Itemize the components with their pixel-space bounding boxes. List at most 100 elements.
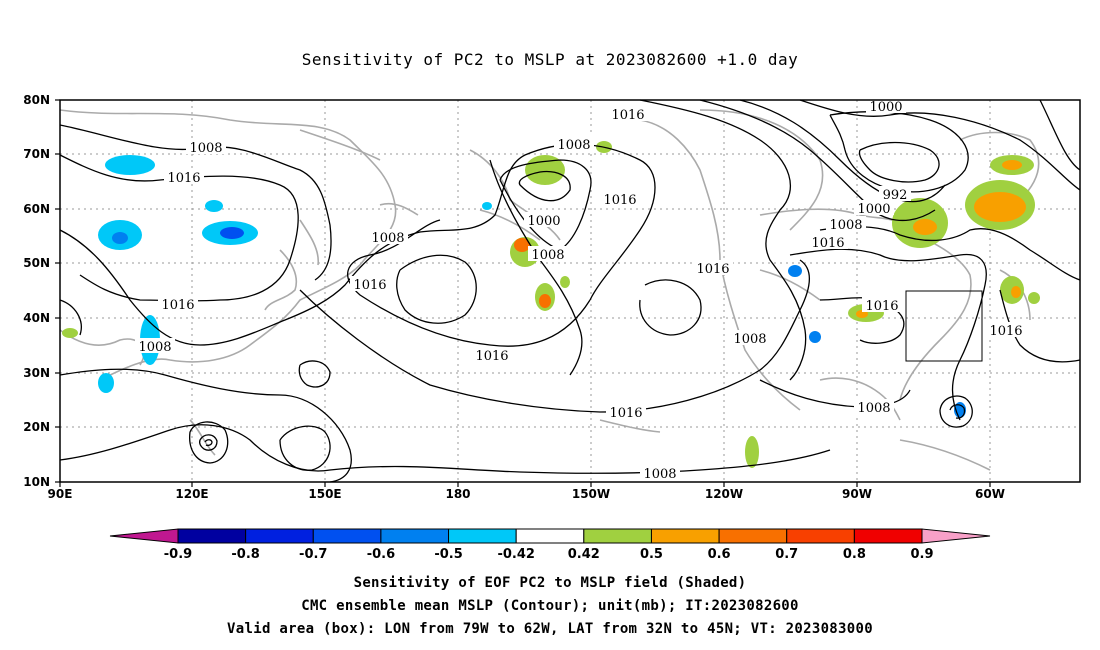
shade-orange-patch bbox=[974, 192, 1026, 222]
contour-label: 1008 bbox=[186, 139, 226, 156]
colorbar-cell bbox=[245, 528, 314, 544]
colorbar-label: 0.8 bbox=[843, 547, 866, 562]
colorbar-label: 0.42 bbox=[568, 547, 600, 562]
lat-label: 10N bbox=[23, 475, 50, 489]
contour-label-text: 1016 bbox=[603, 193, 636, 208]
contour-label: 1016 bbox=[164, 169, 204, 186]
contour-label-text: 1016 bbox=[696, 262, 729, 277]
contour-label: 1016 bbox=[808, 234, 848, 251]
contour-label-text: 1008 bbox=[371, 231, 404, 246]
lon-label: 150E bbox=[308, 487, 341, 501]
contour-label-text: 1016 bbox=[167, 171, 200, 186]
contour-label-text: 1016 bbox=[353, 278, 386, 293]
lon-label: 90W bbox=[842, 487, 872, 501]
contour-label: 1000 bbox=[524, 212, 564, 229]
colorbar-label: 0.6 bbox=[708, 547, 731, 562]
contour-label-text: 1000 bbox=[527, 214, 560, 229]
contour-label: 1016 bbox=[350, 276, 390, 293]
contour-label: 1008 bbox=[135, 338, 175, 355]
shade-green-patch bbox=[1028, 292, 1040, 304]
contour-label: 1016 bbox=[862, 297, 902, 314]
contour-label-text: 1016 bbox=[161, 298, 194, 313]
colorbar-cell bbox=[515, 528, 585, 544]
contour-label-text: 1016 bbox=[611, 108, 644, 123]
colorbar-cell bbox=[650, 528, 720, 544]
contour-label: 1016 bbox=[158, 296, 198, 313]
shade-blue-patch bbox=[98, 373, 114, 393]
shade-blue-patch bbox=[205, 200, 223, 212]
contour-label: 1008 bbox=[528, 246, 568, 263]
lon-label: 180 bbox=[445, 487, 470, 501]
plot-frame bbox=[59, 99, 1081, 483]
colorbar-label: -0.7 bbox=[299, 547, 327, 562]
shade-orange-patch bbox=[913, 219, 937, 235]
contour-label-text: 992 bbox=[883, 188, 908, 203]
lat-label: 20N bbox=[23, 420, 50, 434]
lat-label: 40N bbox=[23, 311, 50, 325]
contour-label: 1008 bbox=[368, 229, 408, 246]
lon-label: 150W bbox=[572, 487, 610, 501]
lat-label: 30N bbox=[23, 366, 50, 380]
contour-label: 1008 bbox=[640, 465, 680, 482]
contour-label: 1008 bbox=[826, 216, 866, 233]
colorbar-cell bbox=[853, 528, 923, 544]
caption-valid-area: Valid area (box): LON from 79W to 62W, L… bbox=[227, 621, 873, 637]
sensitivity-shading bbox=[62, 141, 1040, 468]
contour-label-text: 1000 bbox=[857, 202, 890, 217]
contour-label-text: 1008 bbox=[643, 467, 676, 482]
colorbar-cell bbox=[583, 528, 652, 544]
shade-blue-patch bbox=[220, 227, 244, 239]
colorbar-label: -0.8 bbox=[231, 547, 259, 562]
colorbar-cell bbox=[177, 528, 247, 544]
contour-label-text: 1000 bbox=[869, 100, 902, 115]
contour-label: 1016 bbox=[608, 106, 648, 123]
contour-label-text: 1016 bbox=[865, 299, 898, 314]
colorbar-label: -0.6 bbox=[367, 547, 395, 562]
contour-label-text: 1008 bbox=[138, 340, 171, 355]
shade-orange-patch bbox=[1002, 160, 1022, 170]
valid-area-box bbox=[905, 290, 983, 362]
contour-label-text: 1008 bbox=[733, 332, 766, 347]
contour-label: 1000 bbox=[854, 200, 894, 217]
colorbar-label: -0.5 bbox=[434, 547, 462, 562]
latitude-labels: 80N 70N 60N 50N 40N 30N 20N 10N bbox=[23, 93, 50, 489]
shade-orange-patch bbox=[514, 238, 530, 252]
shade-blue-patch bbox=[788, 265, 802, 277]
caption-shading: Sensitivity of EOF PC2 to MSLP field (Sh… bbox=[353, 575, 747, 591]
contour-label: 1008 bbox=[554, 136, 594, 153]
contour-label: 1016 bbox=[693, 260, 733, 277]
colorbar-label: -0.9 bbox=[164, 547, 192, 562]
contour-label-text: 1016 bbox=[475, 349, 508, 364]
shade-blue-patch bbox=[112, 232, 128, 244]
contour-label-text: 1008 bbox=[557, 138, 590, 153]
contour-label-text: 1008 bbox=[829, 218, 862, 233]
colorbar-label: 0.7 bbox=[775, 547, 798, 562]
lon-label: 90E bbox=[48, 487, 73, 501]
longitude-labels: 90E 120E 150E 180 150W 120W 90W 60W bbox=[48, 487, 1005, 501]
colorbar-label: -0.42 bbox=[497, 547, 534, 562]
colorbar-cell bbox=[380, 528, 450, 544]
lat-label: 60N bbox=[23, 202, 50, 216]
lon-label: 120E bbox=[175, 487, 208, 501]
colorbar-label: 0.5 bbox=[640, 547, 663, 562]
map-title: Sensitivity of PC2 to MSLP at 2023082600… bbox=[301, 50, 799, 69]
contour-label-text: 1008 bbox=[857, 401, 890, 416]
shade-green-patch bbox=[560, 276, 570, 288]
lat-label: 70N bbox=[23, 147, 50, 161]
shade-green-patch bbox=[745, 436, 759, 468]
contour-label-text: 1008 bbox=[531, 248, 564, 263]
contour-label: 1000 bbox=[866, 98, 906, 115]
colorbar-high-arrow bbox=[921, 528, 991, 544]
contour-label-text: 1016 bbox=[609, 406, 642, 421]
grid-lines bbox=[60, 100, 1080, 482]
contour-label: 1008 bbox=[730, 330, 770, 347]
shade-blue-patch bbox=[809, 331, 821, 343]
colorbar-cell bbox=[786, 528, 855, 544]
contour-label-text: 1008 bbox=[189, 141, 222, 156]
contour-label: 1016 bbox=[600, 191, 640, 208]
contour-label: 992 bbox=[879, 186, 911, 203]
contour-label: 1016 bbox=[472, 347, 512, 364]
colorbar-low-arrow bbox=[109, 528, 179, 544]
lon-label: 120W bbox=[705, 487, 743, 501]
